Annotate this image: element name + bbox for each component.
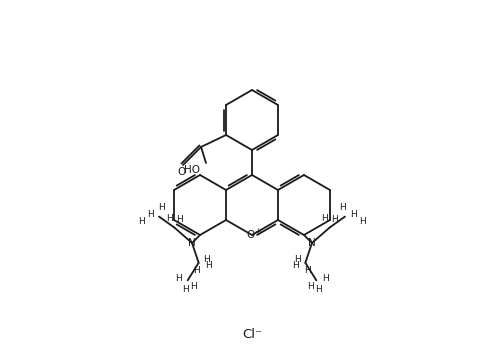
Text: H: H: [205, 261, 212, 270]
Text: H: H: [360, 217, 366, 226]
Text: H: H: [304, 266, 311, 275]
Text: H: H: [292, 261, 299, 270]
Text: H: H: [331, 215, 338, 224]
Text: H: H: [138, 217, 144, 226]
Text: H: H: [351, 210, 357, 219]
Text: +: +: [255, 227, 261, 236]
Text: H: H: [190, 282, 197, 291]
Text: H: H: [294, 255, 301, 264]
Text: H: H: [176, 215, 183, 224]
Text: N: N: [188, 238, 196, 248]
Text: H: H: [307, 282, 314, 291]
Text: H: H: [203, 255, 210, 264]
Text: H: H: [193, 266, 200, 275]
Text: H: H: [322, 274, 329, 283]
Text: Cl⁻: Cl⁻: [242, 328, 262, 341]
Text: H: H: [340, 203, 346, 212]
Text: O: O: [247, 230, 255, 240]
Text: H: H: [182, 285, 189, 294]
Text: H: H: [315, 285, 322, 294]
Text: O: O: [177, 167, 185, 177]
Text: HO: HO: [184, 165, 200, 175]
Text: H: H: [147, 210, 153, 219]
Text: N: N: [308, 238, 316, 248]
Text: H: H: [321, 214, 328, 223]
Text: H: H: [166, 214, 173, 223]
Text: H: H: [158, 203, 164, 212]
Text: H: H: [175, 274, 182, 283]
